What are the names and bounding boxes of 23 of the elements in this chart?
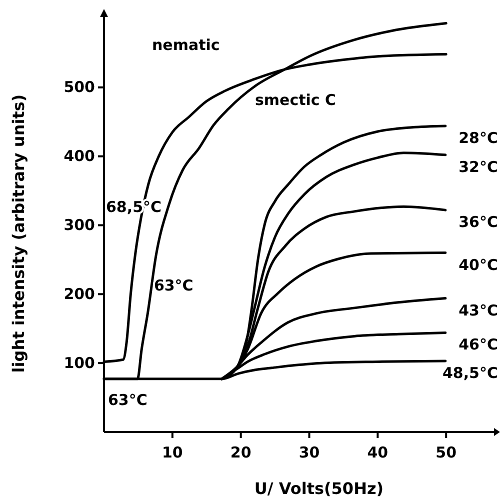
y-tick-label: 200 — [64, 284, 95, 303]
series-label: 48,5°C — [442, 364, 498, 382]
series-label: 32°C — [458, 158, 498, 176]
x-axis-title: U/ Volts(50Hz) — [254, 479, 384, 498]
annotation: 63°C — [108, 391, 148, 409]
x-tick-label: 10 — [162, 444, 183, 462]
series-label: 43°C — [458, 301, 498, 320]
x-tick-label: 50 — [436, 444, 457, 462]
y-tick-label: 300 — [64, 216, 95, 234]
y-tick-label: 400 — [64, 147, 95, 166]
y-axis-title: light intensity (arbitrary units) — [9, 94, 28, 373]
y-tick-label: 100 — [64, 354, 95, 372]
x-tick-label: 30 — [298, 444, 320, 462]
series-label: 36°C — [458, 213, 498, 232]
annotation: smectic C — [255, 91, 336, 109]
x-tick-label: 20 — [230, 444, 252, 462]
annotation: 63°C — [154, 276, 194, 295]
series-label: 40°C — [458, 256, 498, 274]
series-label: 46°C — [458, 336, 498, 354]
x-tick-label: 40 — [367, 444, 388, 462]
series-label: 28°C — [458, 128, 498, 147]
y-tick-label: 500 — [64, 78, 95, 96]
annotation: nematic — [152, 36, 220, 54]
